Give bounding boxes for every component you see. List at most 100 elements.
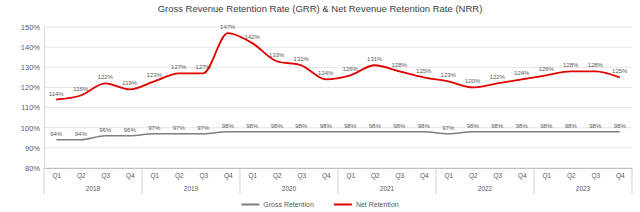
data-label: 94% [50,131,63,137]
grid [44,27,632,168]
data-label: 120% [465,78,481,84]
x-tick: Q2 [469,168,478,180]
data-label: 98% [369,123,382,129]
data-labels: 94%94%96%96%97%97%97%98%98%98%98%98%98%9… [49,24,628,137]
x-tick: Q4 [126,168,135,180]
x-tick-label: Q4 [126,172,135,180]
group-label: 2020 [282,185,297,192]
group-separator [338,168,339,194]
data-label: 114% [49,91,65,97]
x-tick-label: Q3 [493,172,502,180]
legend-label: Gross Retention [263,201,314,208]
y-tick-label: 140% [21,43,41,52]
y-tick: 80% [25,164,44,173]
x-tick: Q3 [297,168,306,180]
x-tick: Q4 [518,168,527,180]
data-label: 133% [269,52,285,58]
legend-swatch [241,204,259,206]
data-label: 124% [514,70,530,76]
data-label: 124% [318,70,334,76]
legend-item: Gross Retention [241,201,314,208]
data-label: 98% [222,123,235,129]
data-label: 127% [196,64,212,70]
x-tick: Q4 [420,168,429,180]
x-axis: Q1Q2Q3Q4Q1Q2Q3Q4Q1Q2Q3Q4Q1Q2Q3Q4Q1Q2Q3Q4… [45,168,633,180]
x-tick: Q3 [101,168,110,180]
data-label: 98% [589,123,602,129]
y-tick: 90% [25,144,44,153]
group-separator [240,168,241,194]
x-tick-label: Q4 [322,172,331,180]
y-tick-label: 100% [21,124,41,133]
data-label: 98% [467,123,480,129]
data-label: 94% [75,131,88,137]
data-label: 98% [295,123,308,129]
x-tick-label: Q4 [420,172,429,180]
y-tick-label: 110% [21,103,40,112]
x-tick: Q2 [175,168,184,180]
x-tick-label: Q2 [371,172,380,180]
x-tick-label: Q2 [567,172,576,180]
x-tick: Q2 [567,168,576,180]
y-tick-label: 80% [25,164,40,173]
group-separator [44,168,45,194]
grid-line [44,47,632,48]
data-label: 123% [147,72,163,78]
grid-line [44,147,632,148]
x-tick: Q4 [224,168,233,180]
x-tick: Q3 [493,168,502,180]
data-label: 128% [392,62,408,68]
group-label: 2023 [576,185,591,192]
x-tick-label: Q3 [101,172,110,180]
grid-line [44,27,632,28]
data-label: 127% [171,64,187,70]
group-separator [436,168,437,194]
title: Gross Revenue Retention Rate (GRR) & Net… [158,3,483,14]
data-label: 116% [73,86,89,92]
data-label: 96% [124,127,137,133]
x-tick-label: Q2 [175,172,184,180]
x-tick-label: Q3 [591,172,600,180]
y-tick: 120% [21,83,44,92]
plot-area [56,33,620,140]
y-tick: 100% [21,124,44,133]
x-tick-label: Q1 [150,172,159,180]
data-label: 123% [441,72,457,78]
data-label: 98% [246,123,259,129]
y-axis: 80% 90% 100% 110% 120% 130% 140% 150% [21,23,45,173]
data-label: 98% [393,123,406,129]
data-label: 122% [490,74,506,80]
x-tick-label: Q3 [199,172,208,180]
group-separator [142,168,143,194]
group-label: 2019 [184,185,199,192]
grid-line [44,107,632,108]
x-tick: Q2 [77,168,86,180]
x-tick-label: Q1 [444,172,453,180]
x-tick-label: Q1 [542,172,551,180]
x-tick-label: Q1 [346,172,355,180]
y-tick: 140% [21,43,44,52]
y-tick: 130% [21,63,44,72]
group-label: 2018 [86,185,101,192]
data-label: 126% [539,66,555,72]
y-tick-label: 150% [21,23,41,32]
x-tick-label: Q4 [518,172,527,180]
legend-item: Net Retention [334,201,399,208]
x-tick-label: Q3 [395,172,404,180]
data-label: 98% [516,123,529,129]
data-label: 125% [416,68,432,74]
data-label: 96% [99,127,112,133]
x-tick: Q1 [346,168,355,180]
y-tick: 150% [21,23,44,32]
y-axis-line [44,28,45,169]
x-axis-line [45,168,633,169]
x-tick: Q2 [371,168,380,180]
x-tick-label: Q2 [273,172,282,180]
group-separator [632,168,633,194]
data-label: 98% [614,123,627,129]
data-label: 128% [563,62,579,68]
data-label: 97% [148,125,161,131]
x-tick-label: Q2 [469,172,478,180]
legend: Gross Retention Net Retention [241,201,399,208]
data-label: 98% [344,123,357,129]
